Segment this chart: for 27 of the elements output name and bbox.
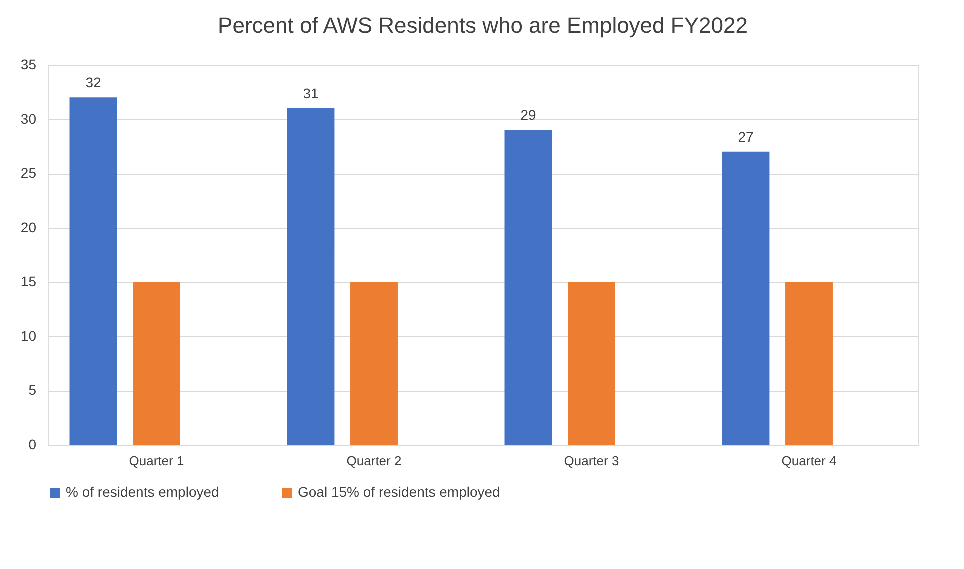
- y-tick-label: 5: [28, 382, 37, 398]
- x-tick-label: Quarter 2: [346, 454, 402, 468]
- legend-label: Goal 15% of residents employed: [298, 484, 500, 500]
- y-tick-label: 25: [20, 165, 37, 182]
- y-tick-label: 15: [20, 274, 37, 290]
- y-tick-label: 10: [20, 328, 37, 344]
- bar: [568, 282, 616, 445]
- y-tick-label: 35: [20, 56, 37, 72]
- bar: [722, 152, 770, 445]
- x-tick-label: Quarter 4: [782, 454, 837, 468]
- data-label: 29: [520, 107, 536, 124]
- chart-title: Percent of AWS Residents who are Employed FY2022: [218, 13, 748, 38]
- legend-label: % of residents employed: [66, 484, 220, 500]
- bar: [504, 130, 552, 445]
- data-label: 27: [738, 128, 754, 145]
- data-label: 31: [303, 85, 319, 102]
- bar: [350, 282, 398, 445]
- y-tick-label: 0: [28, 436, 37, 452]
- bar: [786, 282, 833, 445]
- data-label: 32: [86, 74, 102, 91]
- bar: [287, 108, 335, 445]
- bar: [70, 98, 118, 445]
- x-tick-label: Quarter 1: [129, 454, 184, 468]
- y-tick-label: 20: [20, 219, 37, 236]
- bar: [133, 282, 180, 445]
- x-tick-label: Quarter 3: [564, 454, 620, 468]
- y-tick-label: 30: [20, 110, 37, 127]
